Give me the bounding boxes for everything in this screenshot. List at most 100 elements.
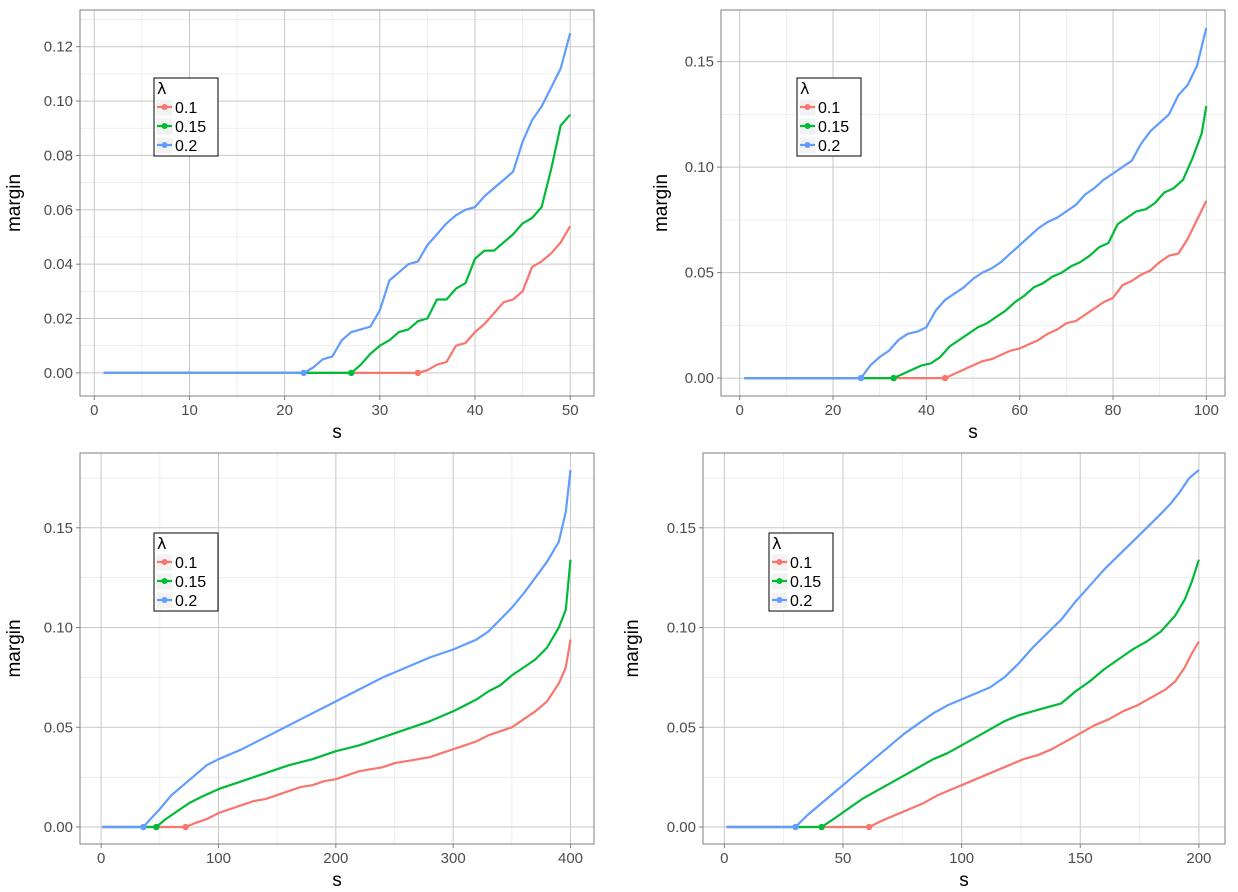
y-tick-label: 0.15	[667, 520, 696, 537]
legend-key-marker	[776, 559, 783, 565]
x-axis-label: s	[332, 422, 342, 443]
x-tick-label: 20	[276, 402, 293, 419]
x-tick-label: 200	[323, 850, 348, 867]
chart-panel-2: 0 20 40 60 80 100 0.00 0.05 0.10 0.15 s margin λ 0.1 0…	[651, 9, 1226, 443]
legend-key-marker	[161, 597, 168, 603]
y-axis-label: margin	[4, 174, 25, 232]
y-axis-label: margin	[622, 619, 643, 677]
legend-key-marker	[804, 123, 811, 129]
x-tick-label: 100	[1194, 402, 1219, 419]
x-tick-label: 200	[1186, 850, 1211, 867]
x-axis-label: s	[968, 422, 978, 443]
plot-border	[79, 9, 595, 397]
legend-key-marker	[804, 104, 811, 110]
y-tick-label: 0.00	[685, 370, 714, 387]
y-tick-label: 0.00	[44, 819, 73, 836]
legend: λ 0.1 0.15 0.2	[153, 532, 219, 612]
series-line-0_2	[726, 469, 1200, 829]
plot-border	[720, 9, 1226, 397]
series-line-0_2	[744, 27, 1208, 380]
series-line-0_15	[726, 559, 1200, 829]
series-line-0_2	[102, 469, 572, 829]
series-line-0_1	[102, 639, 572, 829]
y-tick-label: 0.10	[44, 93, 73, 110]
y-tick-label: 0.02	[44, 311, 73, 328]
x-tick-label: 40	[918, 402, 935, 419]
y-tick-label: 0.05	[44, 719, 73, 736]
x-tick-label: 0	[720, 850, 728, 867]
x-tick-label: 50	[562, 402, 579, 419]
series-marker-0_2	[300, 369, 307, 377]
legend-label: 0.1	[175, 100, 197, 117]
y-tick-label: 0.05	[685, 265, 714, 282]
series-line-0_1	[744, 200, 1208, 380]
x-tick-label: 400	[558, 850, 583, 867]
y-tick-label: 0.10	[667, 620, 696, 637]
plot-background	[80, 453, 594, 844]
y-tick-label: 0.05	[667, 719, 696, 736]
legend-label: 0.15	[175, 119, 206, 136]
x-tick-label: 300	[441, 850, 466, 867]
legend-label: 0.2	[175, 138, 197, 155]
legend-title: λ	[800, 79, 809, 98]
series-marker-0_15	[153, 823, 160, 831]
series-line-0_2	[103, 32, 572, 374]
x-tick-label: 40	[467, 402, 484, 419]
legend-title: λ	[157, 534, 166, 553]
y-tick-label: 0.10	[44, 620, 73, 637]
x-tick-label: 80	[1105, 402, 1122, 419]
x-tick-label: 0	[735, 402, 743, 419]
x-axis-label: s	[332, 870, 342, 891]
y-tick-label: 0.04	[44, 256, 73, 273]
legend-key-marker	[804, 142, 811, 148]
y-axis-label: margin	[651, 174, 672, 232]
x-tick-label: 20	[825, 402, 842, 419]
legend-title: λ	[772, 534, 781, 553]
chart-panel-1: 0 10 20 30 40 50 0.00 0.02 0.04 0.06 0.08 0.10 0.12 s…	[4, 9, 595, 443]
legend-label: 0.15	[175, 574, 206, 591]
x-tick-label: 60	[1011, 402, 1028, 419]
series-marker-0_2	[792, 823, 799, 831]
series-line-0_15	[102, 559, 572, 829]
y-axis-label: margin	[4, 619, 25, 677]
legend-key-marker	[776, 578, 783, 584]
legend: λ 0.1 0.15 0.2	[796, 77, 862, 157]
x-tick-label: 0	[97, 850, 105, 867]
chart-panel-3: 0 100 200 300 400 0.00 0.05 0.10 0.15 s margin λ 0.1…	[4, 452, 595, 891]
y-tick-label: 0.15	[685, 54, 714, 71]
legend-label: 0.1	[175, 555, 197, 572]
y-tick-label: 0.15	[44, 520, 73, 537]
x-tick-label: 150	[1068, 850, 1093, 867]
series-marker-0_2	[857, 374, 865, 382]
y-tick-label: 0.12	[44, 39, 73, 56]
legend-label: 0.1	[790, 555, 812, 572]
legend-label: 0.1	[818, 100, 840, 117]
series-marker-0_15	[348, 369, 355, 377]
series-marker-0_1	[414, 369, 422, 377]
plot-border	[702, 452, 1226, 845]
series-line-0_15	[103, 113, 572, 374]
series-line-0_1	[726, 640, 1200, 829]
y-tick-label: 0.10	[685, 159, 714, 176]
chart-panel-4: 0 50 100 150 200 0.00 0.05 0.10 0.15 s margin λ 0.1 0…	[622, 452, 1226, 891]
y-tick-label: 0.00	[667, 819, 696, 836]
y-tick-label: 0.00	[44, 365, 73, 382]
legend-key-marker	[161, 559, 168, 565]
legend-key-marker	[161, 104, 168, 110]
x-tick-label: 100	[949, 850, 974, 867]
plot-background	[703, 453, 1225, 844]
series-marker-0_2	[140, 823, 147, 831]
series-line-0_15	[744, 105, 1208, 380]
y-tick-label: 0.06	[44, 202, 73, 219]
series-marker-0_15	[890, 374, 897, 382]
y-tick-label: 0.08	[44, 147, 73, 164]
x-tick-label: 30	[371, 402, 388, 419]
x-axis-label: s	[959, 870, 969, 891]
x-tick-label: 0	[90, 402, 98, 419]
series-marker-0_1	[941, 374, 949, 382]
x-tick-label: 10	[181, 402, 198, 419]
plot-border	[79, 452, 595, 845]
legend: λ 0.1 0.15 0.2	[768, 532, 834, 612]
